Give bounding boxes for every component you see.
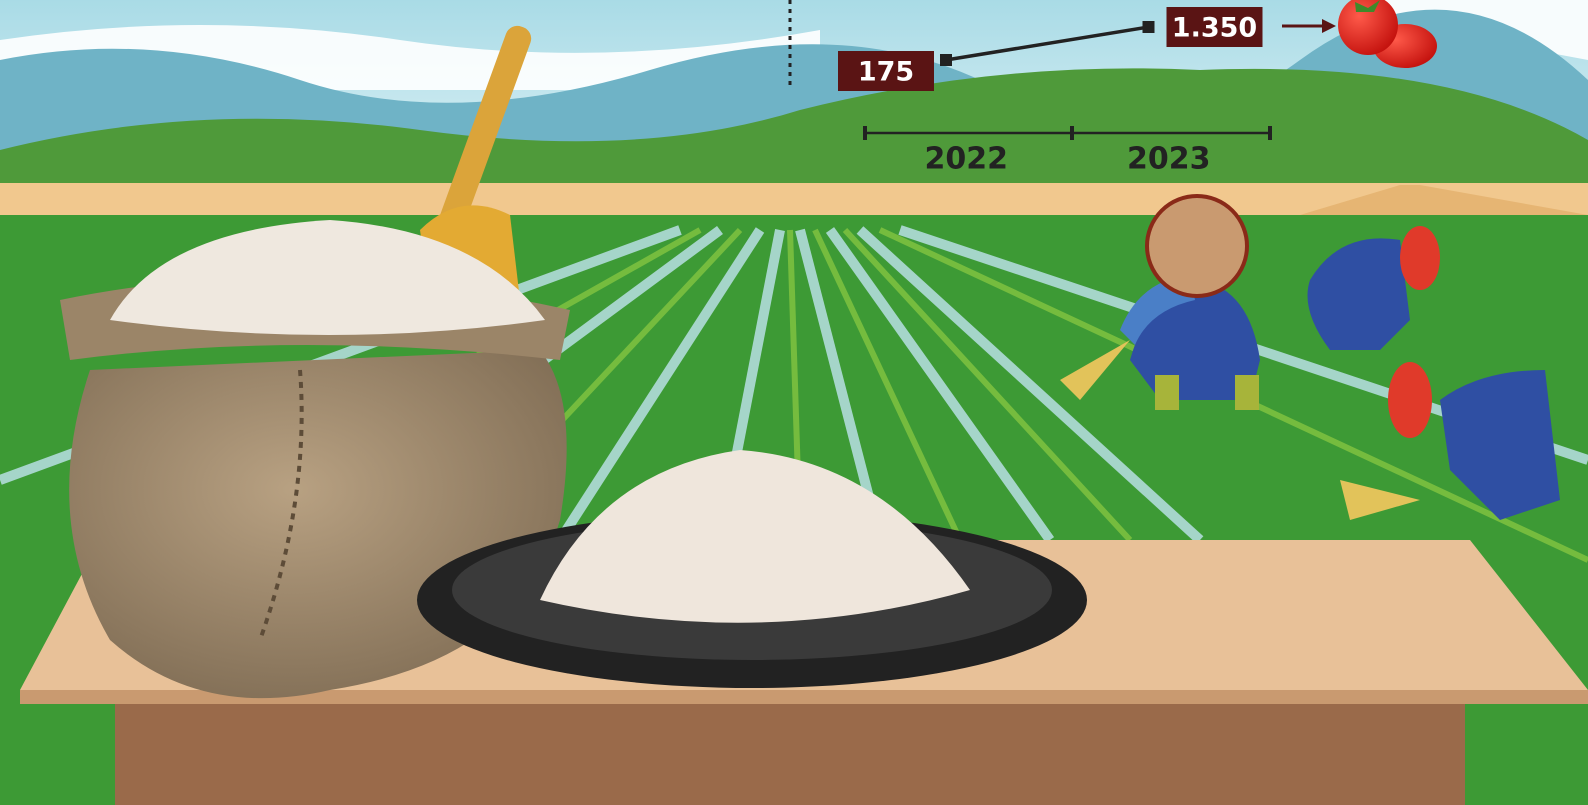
- line: [945, 25, 1149, 62]
- point: [940, 54, 952, 66]
- arrow-head: [1322, 19, 1336, 33]
- farmers: [1060, 194, 1560, 520]
- rice-plate: [417, 450, 1087, 688]
- x-tick-label: 2022: [925, 142, 1009, 177]
- tomato-icon: [1338, 0, 1437, 68]
- x-tick-label: 2023: [1127, 142, 1211, 177]
- value-label-box: [838, 51, 934, 91]
- value-label: 175: [858, 57, 914, 88]
- line-chart: 2022 2023 175 1.350: [838, 7, 1263, 177]
- point: [1142, 21, 1155, 33]
- time-axis: [863, 126, 1272, 140]
- value-label: 1.350: [1172, 13, 1257, 44]
- value-label-box: [1166, 7, 1263, 47]
